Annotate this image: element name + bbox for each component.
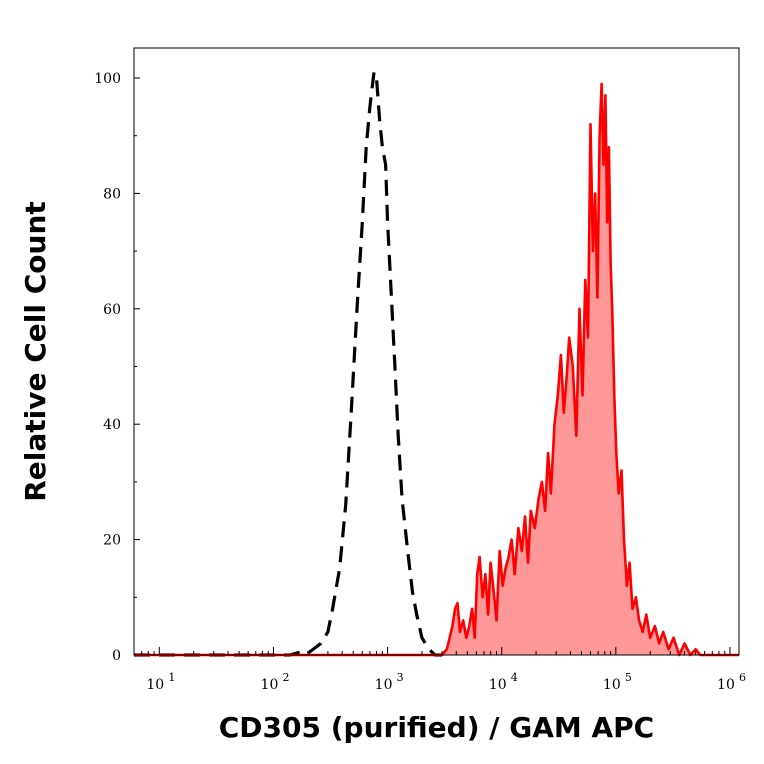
x-tick-label-exponent: 5 (625, 671, 632, 684)
y-axis-label: Relative Cell Count (19, 201, 52, 502)
x-tick-label-exponent: 1 (168, 671, 175, 684)
plot-frame (133, 47, 740, 656)
x-tick-label: 10 (261, 677, 279, 693)
plot-content (134, 70, 739, 657)
x-tick-label: 10 (146, 677, 164, 693)
y-axis: 0 20 40 60 80 100 (94, 71, 140, 664)
x-axis-label: CD305 (purified) / GAM APC (219, 711, 654, 744)
x-axis: 10 1 10 2 10 3 10 4 10 5 10 6 (133, 647, 746, 693)
y-tick-label: 0 (112, 648, 121, 664)
series-line-control (134, 70, 442, 657)
x-tick-label-exponent: 3 (397, 671, 404, 684)
x-tick-label-exponent: 6 (739, 671, 746, 684)
x-tick-label-exponent: 4 (511, 671, 518, 684)
series-area-stained (134, 83, 739, 656)
x-tick-label-exponent: 2 (282, 671, 289, 684)
x-tick-label: 10 (375, 677, 393, 693)
x-tick-label: 10 (717, 677, 735, 693)
series-line-stained (134, 82, 739, 657)
y-tick-label: 40 (103, 417, 121, 433)
x-tick-label: 10 (603, 677, 621, 693)
y-tick-label: 80 (103, 186, 121, 202)
y-tick-label: 60 (103, 302, 121, 318)
x-tick-label: 10 (489, 677, 507, 693)
y-tick-label: 20 (103, 533, 121, 549)
y-tick-label: 100 (94, 71, 121, 87)
